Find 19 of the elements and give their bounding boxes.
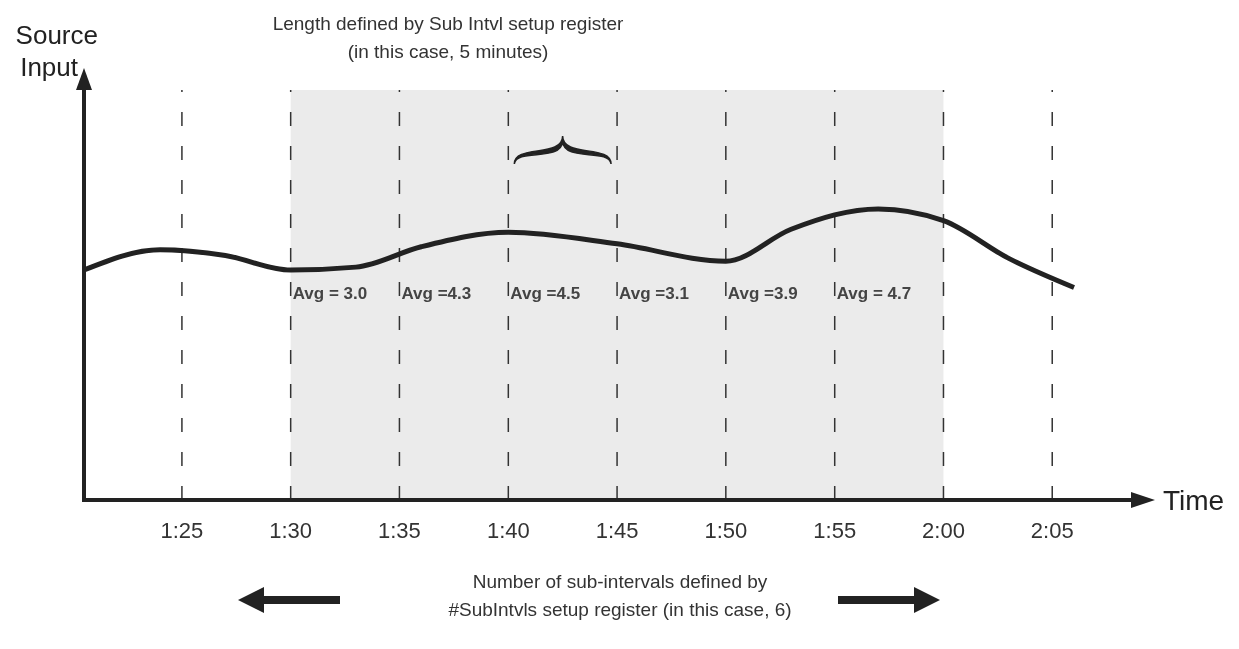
y-axis-title: Source Input [15, 20, 98, 82]
x-tick-label: 1:35 [378, 517, 421, 543]
x-axis-title: Time [1163, 485, 1225, 516]
annotation: Avg =4.5 [510, 284, 581, 304]
text: Number of sub-intervals defined by #SubIntvls setup register (in this case, 6) [448, 571, 792, 620]
x-tick-label: 1:55 [813, 517, 857, 543]
x-tick-label: 1:50 [704, 517, 748, 543]
annotation: Avg =3.9 [727, 284, 798, 304]
annotation: Avg =4.3 [401, 284, 472, 304]
text: Length defined by Sub Intvl setup register (in this case, 5 minutes) [272, 13, 624, 62]
x-tick-label: 1:30 [269, 517, 313, 543]
annotation: Avg = 3.0 [292, 284, 368, 304]
x-tick-label: 1:45 [595, 517, 639, 543]
x-tick-label: 2:05 [1030, 517, 1074, 543]
x-tick-label: 2:00 [922, 517, 965, 543]
annotation: Avg =3.1 [619, 284, 689, 304]
x-tick-label: 1:25 [160, 517, 204, 543]
annotation: Avg = 4.7 [836, 284, 912, 304]
x-tick-label: 1:40 [486, 517, 530, 543]
